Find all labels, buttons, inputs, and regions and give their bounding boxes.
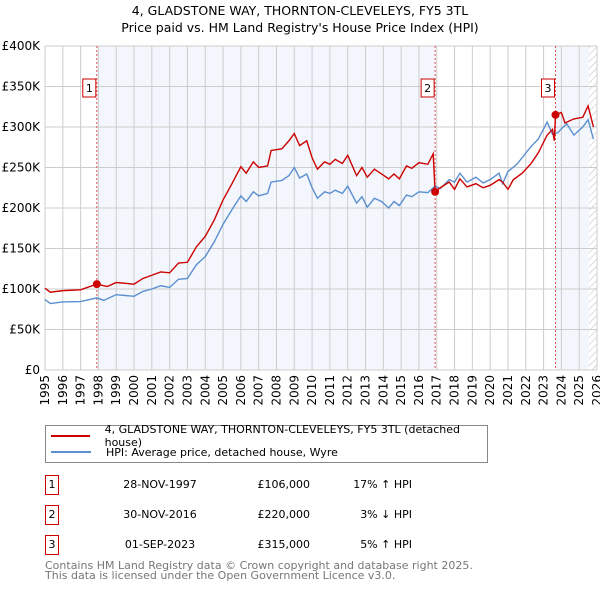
y-tick-label: £50K <box>9 323 41 337</box>
sale-date: 30-NOV-2016 <box>123 508 197 521</box>
x-tick-label: 2021 <box>501 375 515 406</box>
legend-item-property: 4, GLADSTONE WAY, THORNTON-CLEVELEYS, FY… <box>51 423 487 449</box>
legend: 4, GLADSTONE WAY, THORNTON-CLEVELEYS, FY… <box>45 423 488 463</box>
legend-label: HPI: Average price, detached house, Wyre <box>106 445 338 459</box>
x-tick-label: 2008 <box>269 375 283 406</box>
x-tick-label: 2002 <box>163 375 177 406</box>
hpi-line <box>44 118 595 305</box>
y-tick-label: £350K <box>2 80 42 94</box>
x-tick-label: 2024 <box>554 375 568 406</box>
sale-label-number: 2 <box>424 82 431 95</box>
y-tick-label: £250K <box>2 161 42 175</box>
x-tick-label: 2023 <box>537 375 551 406</box>
x-tick-label: 2004 <box>198 375 212 406</box>
x-tick-label: 2000 <box>127 375 141 406</box>
x-tick-label: 1999 <box>109 375 123 406</box>
x-tick-label: 2012 <box>341 375 355 406</box>
x-tick-label: 2020 <box>483 375 497 406</box>
sale-date: 28-NOV-1997 <box>123 478 197 491</box>
sale-price: £106,000 <box>257 478 311 491</box>
legend-item-hpi: HPI: Average price, detached house, Wyre <box>51 444 338 460</box>
x-tick-label: 2006 <box>234 375 248 406</box>
sale-number-badge: 1 <box>45 475 59 495</box>
footer-licence: This data is licensed under the Open Gov… <box>45 569 396 582</box>
x-tick-label: 2013 <box>359 375 373 406</box>
y-tick-label: £400K <box>2 39 42 53</box>
sale-price: £315,000 <box>257 538 311 551</box>
x-tick-label: 2010 <box>305 375 319 406</box>
sale-hpi-diff: 5% ↑ HPI <box>360 538 412 551</box>
sale-row: 1 28-NOV-1997 £106,000 17% ↑ HPI <box>45 475 445 495</box>
y-tick-label: £200K <box>2 201 42 215</box>
y-tick-label: £150K <box>2 242 42 256</box>
y-tick-label: £0 <box>25 363 40 377</box>
x-tick-label: 2019 <box>465 375 479 406</box>
x-tick-label: 2016 <box>412 375 426 406</box>
sale-hpi-diff: 17% ↑ HPI <box>353 478 412 491</box>
x-tick-label: 2015 <box>394 375 408 406</box>
sale-row: 3 01-SEP-2023 £315,000 5% ↑ HPI <box>45 535 445 555</box>
x-tick-label: 1996 <box>56 375 70 406</box>
x-tick-label: 2026 <box>590 375 600 406</box>
sale-number-badge: 3 <box>45 535 59 555</box>
sale-label-number: 3 <box>545 82 552 95</box>
y-tick-label: £300K <box>2 120 42 134</box>
sale-point <box>551 110 560 119</box>
sale-price: £220,000 <box>257 508 311 521</box>
x-tick-label: 1997 <box>74 375 88 406</box>
sale-row: 2 30-NOV-2016 £220,000 3% ↓ HPI <box>45 505 445 525</box>
sale-label-box <box>420 78 435 98</box>
footer-copyright: Contains HM Land Registry data © Crown c… <box>45 559 473 572</box>
x-tick-label: 2011 <box>323 375 337 406</box>
x-tick-label: 2007 <box>252 375 266 406</box>
sale-date: 01-SEP-2023 <box>124 538 196 551</box>
sale-hpi-diff: 3% ↓ HPI <box>360 508 412 521</box>
sale-point <box>92 280 101 289</box>
price-paid-line <box>44 103 595 293</box>
legend-swatch-blue <box>51 451 91 453</box>
chart-subtitle: Price paid vs. HM Land Registry's House … <box>121 20 479 35</box>
x-tick-label: 2025 <box>572 375 586 406</box>
x-tick-label: 2018 <box>448 375 462 406</box>
x-tick-label: 2017 <box>430 375 444 406</box>
sale-label-box <box>541 78 556 98</box>
x-tick-label: 1995 <box>38 375 52 406</box>
chart-title: 4, GLADSTONE WAY, THORNTON-CLEVELEYS, FY… <box>131 3 469 18</box>
x-tick-label: 2022 <box>519 375 533 406</box>
x-tick-label: 1998 <box>91 375 105 406</box>
y-tick-label: £100K <box>2 282 42 296</box>
sale-label-box <box>82 78 97 98</box>
legend-swatch-red <box>51 435 90 437</box>
x-tick-label: 2005 <box>216 375 230 406</box>
x-tick-label: 2001 <box>145 375 159 406</box>
x-tick-label: 2003 <box>180 375 194 406</box>
sale-number-badge: 2 <box>45 505 59 525</box>
legend-label: 4, GLADSTONE WAY, THORNTON-CLEVELEYS, FY… <box>104 423 461 449</box>
sale-point <box>431 187 440 196</box>
x-tick-label: 2009 <box>287 375 301 406</box>
sale-label-number: 1 <box>86 82 93 95</box>
x-tick-label: 2014 <box>376 375 390 406</box>
plot-area: 1 2 3 £0 £50K £100K £150K £200K £250K £300K £350K £… <box>2 39 600 406</box>
